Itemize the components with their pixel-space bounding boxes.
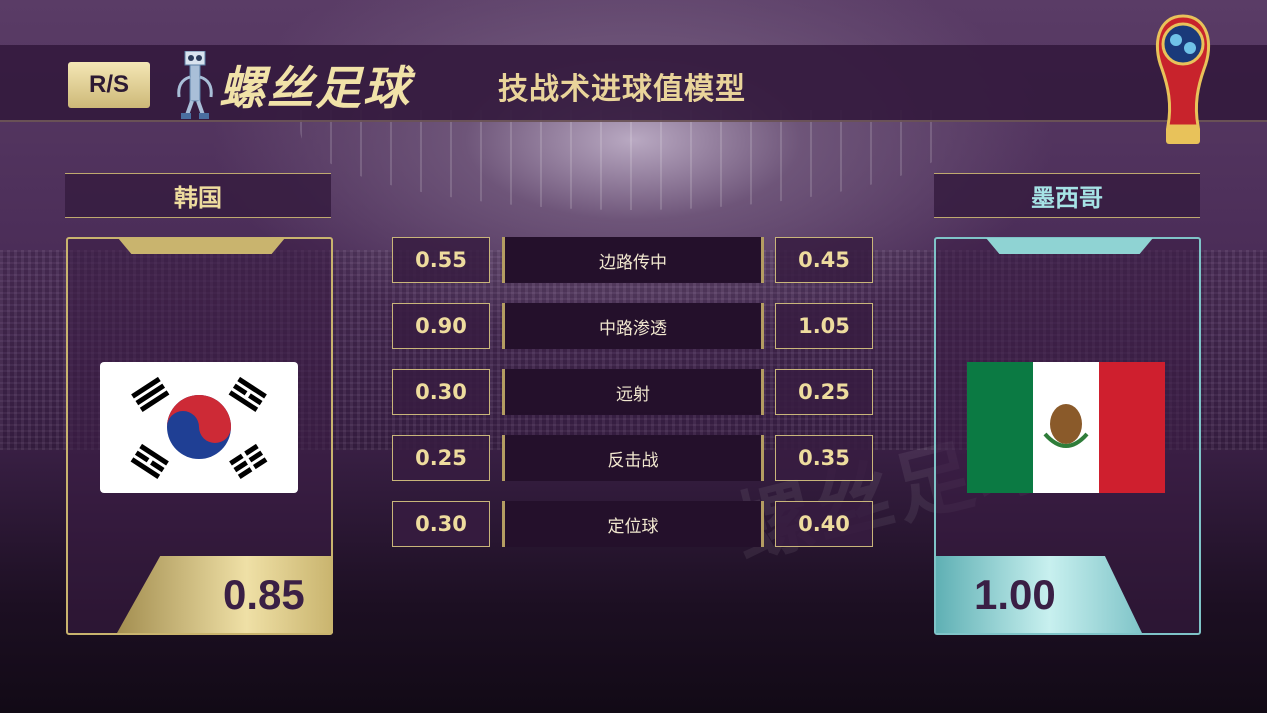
away-team-name: 墨西哥 <box>934 173 1200 218</box>
stat-label: 中路渗透 <box>502 303 764 349</box>
panel-tab <box>986 238 1153 254</box>
home-value: 0.55 <box>392 237 490 283</box>
header-bar <box>0 45 1267 122</box>
logo: 螺丝足球 <box>175 50 411 120</box>
away-value: 1.05 <box>775 303 873 349</box>
stat-row: 0.30 定位球 0.40 <box>392 501 873 547</box>
away-value: 0.45 <box>775 237 873 283</box>
stat-row: 0.25 反击战 0.35 <box>392 435 873 481</box>
world-cup-trophy-icon <box>1155 14 1211 144</box>
stat-row: 0.90 中路渗透 1.05 <box>392 303 873 349</box>
robot-mascot-icon <box>177 51 213 119</box>
south-korea-flag <box>100 362 298 493</box>
home-team-panel: 0.85 <box>66 237 333 635</box>
page-title: 技战术进球值模型 <box>498 72 746 107</box>
away-score: 1.00 <box>936 556 1142 633</box>
away-team-panel: 1.00 <box>934 237 1201 635</box>
away-value: 0.40 <box>775 501 873 547</box>
stat-row: 0.30 远射 0.25 <box>392 369 873 415</box>
home-value: 0.25 <box>392 435 490 481</box>
stat-label: 反击战 <box>502 435 764 481</box>
stat-label: 边路传中 <box>502 237 764 283</box>
stat-label: 定位球 <box>502 501 764 547</box>
home-value: 0.30 <box>392 501 490 547</box>
mexico-flag <box>967 362 1165 493</box>
stat-row: 0.55 边路传中 0.45 <box>392 237 873 283</box>
rs-badge: R/S <box>68 62 150 108</box>
panel-tab <box>118 238 285 254</box>
stadium-roof <box>300 110 960 210</box>
home-score: 0.85 <box>117 556 333 633</box>
away-value: 0.35 <box>775 435 873 481</box>
home-team-name: 韩国 <box>65 173 331 218</box>
stat-label: 远射 <box>502 369 764 415</box>
away-value: 0.25 <box>775 369 873 415</box>
home-value: 0.30 <box>392 369 490 415</box>
logo-text: 螺丝足球 <box>219 61 411 115</box>
home-value: 0.90 <box>392 303 490 349</box>
